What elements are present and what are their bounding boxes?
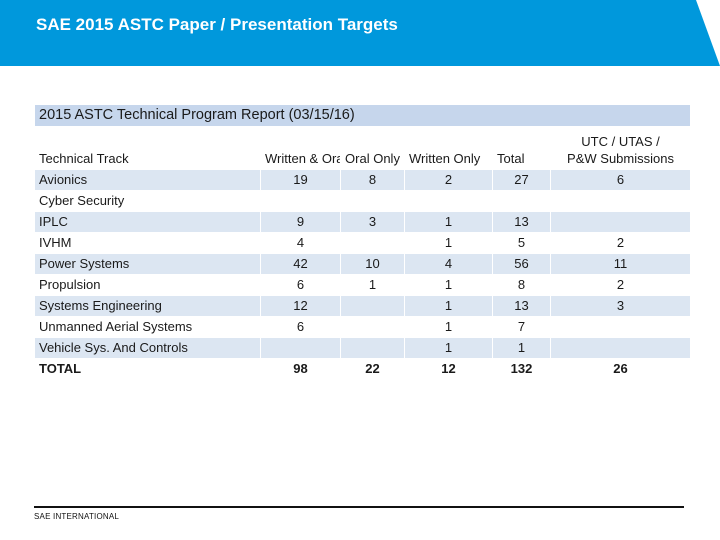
header-technical-track: Technical Track (34, 126, 261, 170)
cell-written-oral: 98 (260, 358, 341, 380)
cell-oral-only (340, 337, 405, 359)
cell-utc: 2 (549, 274, 692, 296)
cell-total (492, 190, 551, 212)
cell-written-only: 1 (404, 274, 493, 296)
cell-written-oral: 4 (260, 232, 341, 254)
cell-utc: 3 (549, 295, 692, 317)
cell-track: Cyber Security (34, 190, 261, 212)
table-row: Propulsion 6 1 1 8 2 (34, 274, 692, 296)
cell-oral-only: 1 (340, 274, 405, 296)
footer-label: SAE INTERNATIONAL (34, 512, 120, 521)
table-row: Unmanned Aerial Systems 6 1 7 (34, 316, 692, 338)
cell-total: 7 (492, 316, 551, 338)
cell-oral-only: 3 (340, 211, 405, 233)
cell-utc: 2 (549, 232, 692, 254)
header-utc-line1: UTC / UTAS / (581, 134, 660, 149)
header-written-oral: Written & Oral (260, 126, 341, 170)
cell-written-oral: 6 (260, 274, 341, 296)
header-utc-line2: P&W Submissions (567, 151, 674, 166)
cell-written-oral: 6 (260, 316, 341, 338)
cell-oral-only: 22 (340, 358, 405, 380)
header-utc-submissions: UTC / UTAS / P&W Submissions (549, 126, 692, 170)
header-total: Total (492, 126, 551, 170)
cell-written-only: 1 (404, 316, 493, 338)
header-corner-cut (696, 0, 720, 66)
cell-written-only: 1 (404, 232, 493, 254)
cell-total: 56 (492, 253, 551, 275)
table-row: Vehicle Sys. And Controls 1 1 (34, 337, 692, 359)
cell-written-only: 1 (404, 211, 493, 233)
cell-total: 8 (492, 274, 551, 296)
cell-track: Vehicle Sys. And Controls (34, 337, 261, 359)
table-row: Power Systems 42 10 4 56 11 (34, 253, 692, 275)
cell-oral-only (340, 232, 405, 254)
cell-utc: 6 (549, 169, 692, 191)
cell-written-only: 1 (404, 295, 493, 317)
table-row: Avionics 19 8 2 27 6 (34, 169, 692, 191)
cell-total: 27 (492, 169, 551, 191)
cell-track: Power Systems (34, 253, 261, 275)
cell-utc (549, 316, 692, 338)
cell-total: 132 (492, 358, 551, 380)
header-band (0, 0, 720, 66)
cell-oral-only (340, 316, 405, 338)
cell-track: IPLC (34, 211, 261, 233)
table-caption-row: 2015 ASTC Technical Program Report (03/1… (33, 104, 692, 127)
cell-oral-only (340, 295, 405, 317)
cell-written-oral (260, 337, 341, 359)
table-caption: 2015 ASTC Technical Program Report (03/1… (33, 104, 692, 127)
cell-utc: 26 (549, 358, 692, 380)
cell-written-oral (260, 190, 341, 212)
cell-oral-only (340, 190, 405, 212)
report-table: 2015 ASTC Technical Program Report (03/1… (33, 104, 692, 380)
cell-written-oral: 12 (260, 295, 341, 317)
table-header-row: Technical Track Written & Oral Oral Only… (34, 126, 692, 170)
cell-track: Unmanned Aerial Systems (34, 316, 261, 338)
cell-utc (549, 190, 692, 212)
cell-track: Avionics (34, 169, 261, 191)
cell-total: 1 (492, 337, 551, 359)
header-written-only: Written Only (404, 126, 493, 170)
slide-title: SAE 2015 ASTC Paper / Presentation Targe… (36, 15, 398, 34)
cell-written-oral: 9 (260, 211, 341, 233)
table-row: IVHM 4 1 5 2 (34, 232, 692, 254)
cell-written-only: 4 (404, 253, 493, 275)
cell-total: 5 (492, 232, 551, 254)
table-row: Cyber Security (34, 190, 692, 212)
cell-written-oral: 42 (260, 253, 341, 275)
table-row: Systems Engineering 12 1 13 3 (34, 295, 692, 317)
cell-total: 13 (492, 211, 551, 233)
cell-written-only: 1 (404, 337, 493, 359)
cell-written-only (404, 190, 493, 212)
cell-utc (549, 211, 692, 233)
cell-oral-only: 8 (340, 169, 405, 191)
cell-oral-only: 10 (340, 253, 405, 275)
cell-written-oral: 19 (260, 169, 341, 191)
cell-track: TOTAL (34, 358, 261, 380)
cell-written-only: 2 (404, 169, 493, 191)
cell-written-only: 12 (404, 358, 493, 380)
cell-track: IVHM (34, 232, 261, 254)
cell-track: Systems Engineering (34, 295, 261, 317)
table-row: IPLC 9 3 1 13 (34, 211, 692, 233)
header-oral-only: Oral Only (340, 126, 405, 170)
table-total-row: TOTAL 98 22 12 132 26 (34, 358, 692, 380)
cell-utc: 11 (549, 253, 692, 275)
cell-total: 13 (492, 295, 551, 317)
cell-track: Propulsion (34, 274, 261, 296)
footer-rule (34, 506, 684, 508)
cell-utc (549, 337, 692, 359)
